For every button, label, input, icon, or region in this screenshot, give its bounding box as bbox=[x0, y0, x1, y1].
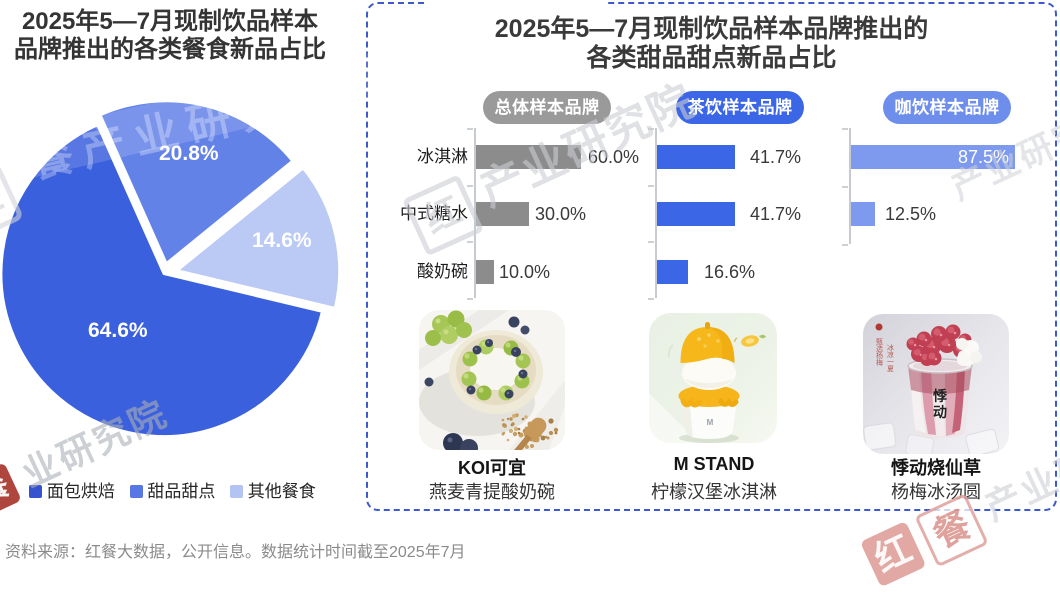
svg-text:甄选杨梅: 甄选杨梅 bbox=[876, 338, 884, 367]
svg-text:M: M bbox=[707, 418, 714, 427]
svg-text:动: 动 bbox=[933, 404, 947, 420]
svg-text:冰凉一夏: 冰凉一夏 bbox=[887, 343, 895, 372]
svg-text:悸: 悸 bbox=[933, 388, 948, 404]
